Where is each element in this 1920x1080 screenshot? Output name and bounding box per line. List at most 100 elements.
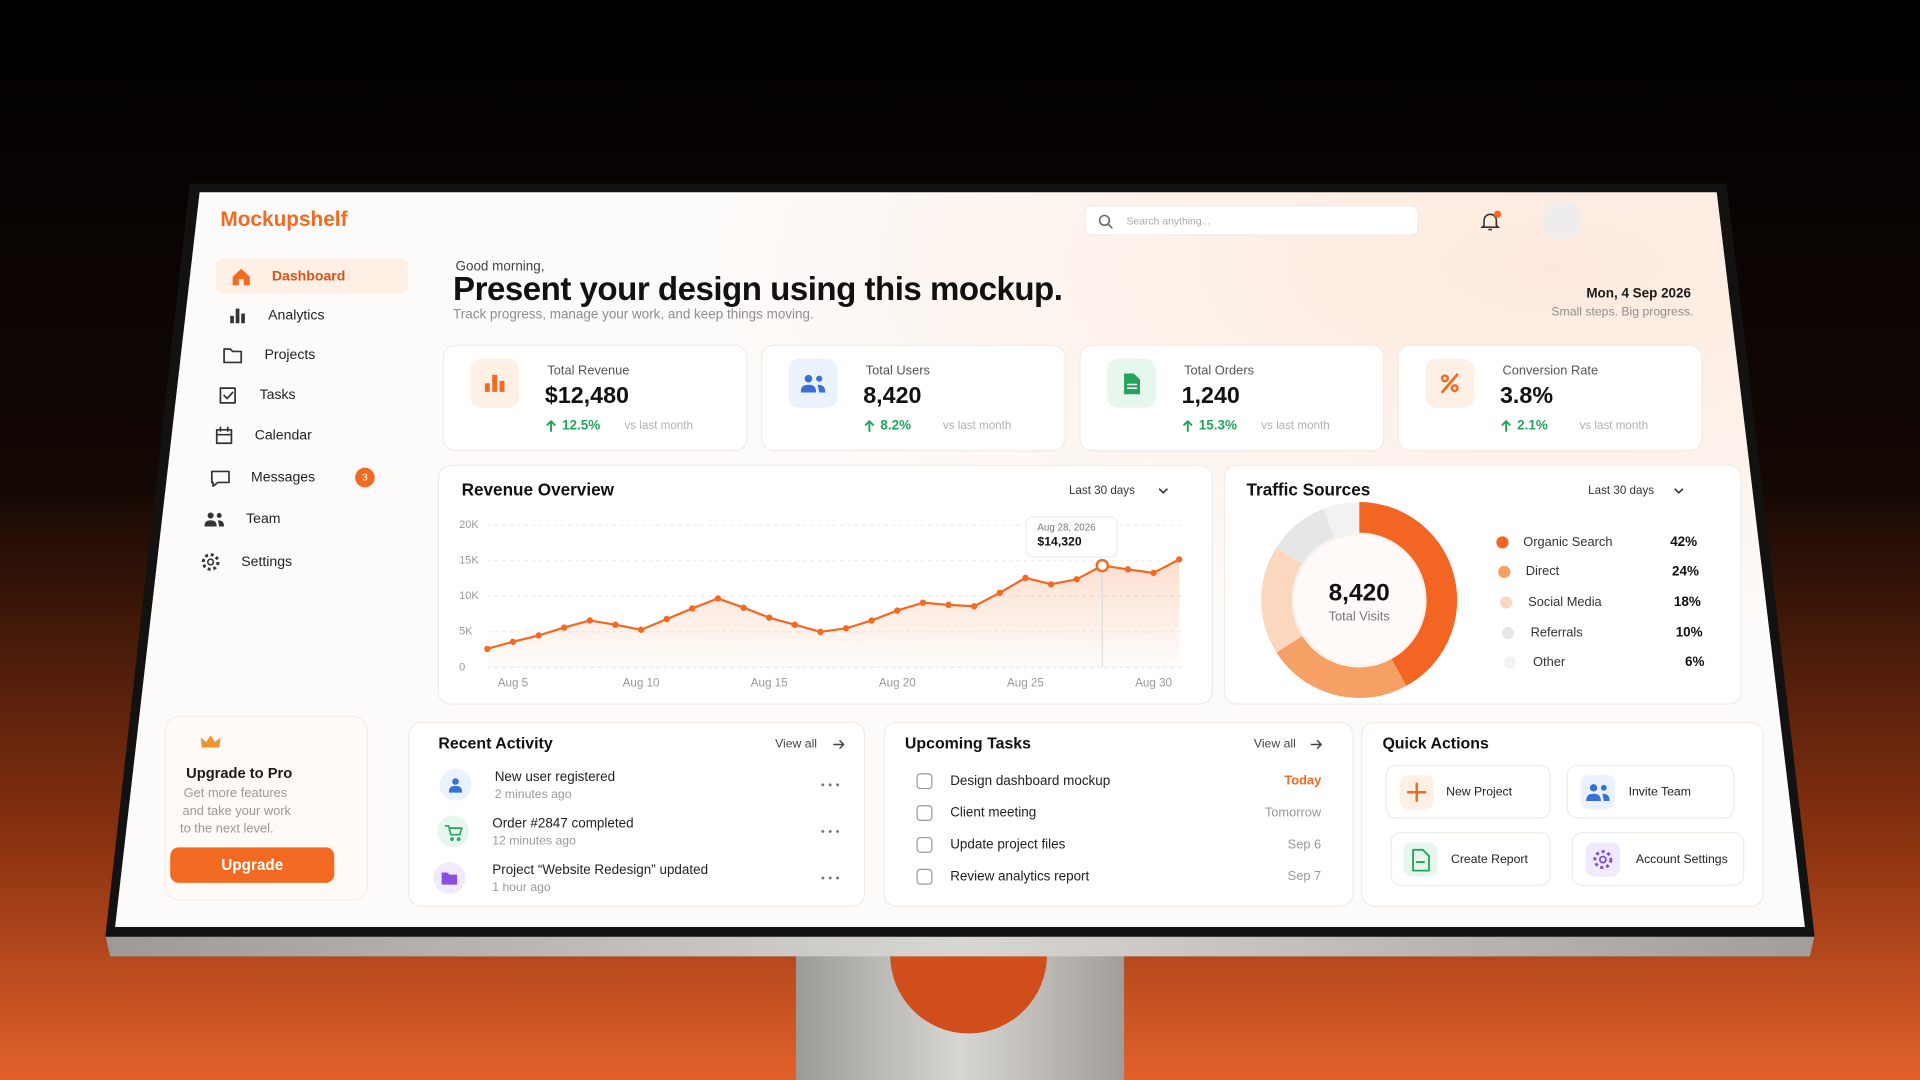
badge <box>355 467 375 488</box>
user-avatar[interactable] <box>1541 200 1581 240</box>
stat-note: vs last month <box>943 419 1011 432</box>
task-checkbox[interactable] <box>916 836 933 853</box>
data-point <box>740 604 747 611</box>
more-dots[interactable] <box>828 783 832 787</box>
nav-item[interactable]: Calendar <box>255 427 312 443</box>
legend-value: 42% <box>1670 534 1697 549</box>
legend-label: Organic Search <box>1523 534 1612 549</box>
view-all-link[interactable]: View all <box>775 737 817 751</box>
more-dots[interactable] <box>821 876 825 880</box>
stat-value: 3.8% <box>1500 382 1553 408</box>
data-point <box>817 628 824 636</box>
crown-icon <box>200 735 221 748</box>
task-checkbox[interactable] <box>916 805 933 822</box>
stat-note: vs last month <box>1580 419 1648 432</box>
task-due: Tomorrow <box>1265 804 1322 819</box>
stat-value: 8,420 <box>863 382 921 408</box>
data-point <box>561 624 568 631</box>
more-dots[interactable] <box>836 829 840 833</box>
more-dots[interactable] <box>828 876 832 880</box>
x-tick-label: Aug 30 <box>1135 676 1172 689</box>
legend-value: 24% <box>1672 563 1699 578</box>
data-point <box>637 626 645 633</box>
nav-item[interactable]: Projects <box>264 346 315 362</box>
legend-label: Other <box>1533 654 1566 669</box>
data-point <box>612 621 619 628</box>
nav-item[interactable]: Analytics <box>268 307 324 323</box>
nav-item[interactable]: Settings <box>241 553 292 569</box>
y-tick-label: 20K <box>459 519 479 531</box>
legend-value: 18% <box>1674 594 1701 609</box>
nav-icon <box>219 387 236 404</box>
pie-segment <box>1261 502 1458 698</box>
data-point <box>868 617 875 624</box>
task-checkbox[interactable] <box>916 868 933 885</box>
legend-label: Direct <box>1526 563 1560 578</box>
quick-action-icon-bg <box>1585 842 1620 877</box>
nav-item[interactable]: Dashboard <box>272 267 346 283</box>
search-placeholder[interactable]: Search anything... <box>1127 216 1211 227</box>
data-point <box>1022 574 1029 582</box>
card <box>408 721 866 907</box>
activity-text: New user registered <box>495 769 615 784</box>
greeting: Good morning, <box>456 259 545 274</box>
badge-count: 3 <box>362 472 368 483</box>
date-filter[interactable]: Last 30 days <box>1069 484 1135 497</box>
stat-icon <box>1440 374 1449 383</box>
upgrade-text: to the next level. <box>180 820 274 835</box>
upgrade-button-label[interactable]: Upgrade <box>221 857 283 874</box>
activity-icon <box>441 872 458 885</box>
data-point <box>791 621 799 628</box>
nav-icon <box>201 553 220 571</box>
stat-icon <box>1450 384 1459 393</box>
data-point <box>1047 581 1055 588</box>
quick-action-label[interactable]: Invite Team <box>1629 784 1691 798</box>
date-filter[interactable]: Last 30 days <box>1588 484 1654 497</box>
quick-action-label[interactable]: Create Report <box>1451 852 1528 866</box>
nav-icon <box>204 512 225 527</box>
data-point <box>996 589 1004 596</box>
task-text: Review analytics report <box>950 868 1089 883</box>
stat-label: Conversion Rate <box>1502 362 1598 377</box>
quick-action-label[interactable]: New Project <box>1446 784 1513 798</box>
data-point <box>509 638 517 645</box>
data-point <box>663 615 670 623</box>
more-dots[interactable] <box>821 783 825 787</box>
nav-item[interactable]: Team <box>246 510 280 526</box>
trend-arrow <box>546 420 556 433</box>
brand-logo: Mockupshelf <box>220 208 347 231</box>
tagline: Small steps. Big progress. <box>1551 304 1693 318</box>
task-due: Sep 7 <box>1288 868 1322 883</box>
legend-label: Social Media <box>1528 594 1602 609</box>
nav-icon <box>223 348 243 364</box>
stat-icon <box>484 374 505 392</box>
upgrade-button[interactable] <box>170 847 335 883</box>
trend-arrow <box>864 420 875 433</box>
activity-time: 2 minutes ago <box>495 787 572 801</box>
monitor-chin <box>105 935 1815 957</box>
quick-action-label[interactable]: Account Settings <box>1636 852 1728 866</box>
notification-bell <box>1480 213 1501 231</box>
data-point <box>484 645 491 653</box>
more-dots[interactable] <box>836 783 840 787</box>
activity-text: Project “Website Redesign” updated <box>492 862 708 877</box>
stat-label: Total Revenue <box>547 362 629 377</box>
data-point <box>1176 556 1183 563</box>
view-all-link[interactable]: View all <box>1254 737 1296 751</box>
task-checkbox[interactable] <box>916 773 933 790</box>
more-dots[interactable] <box>836 876 840 880</box>
quick-action-icon-bg <box>1403 842 1438 877</box>
more-dots[interactable] <box>828 829 832 833</box>
search-box[interactable] <box>1084 205 1419 236</box>
legend-value: 6% <box>1685 654 1704 669</box>
data-point <box>586 617 594 624</box>
quick-action-icon <box>1406 782 1427 803</box>
nav-item[interactable]: Messages <box>251 468 315 484</box>
more-dots[interactable] <box>821 829 825 833</box>
data-point <box>766 614 773 621</box>
legend-swatch <box>1500 596 1513 609</box>
x-tick-label: Aug 20 <box>879 676 916 689</box>
nav-icon <box>215 426 233 445</box>
nav-item[interactable]: Tasks <box>260 386 296 402</box>
